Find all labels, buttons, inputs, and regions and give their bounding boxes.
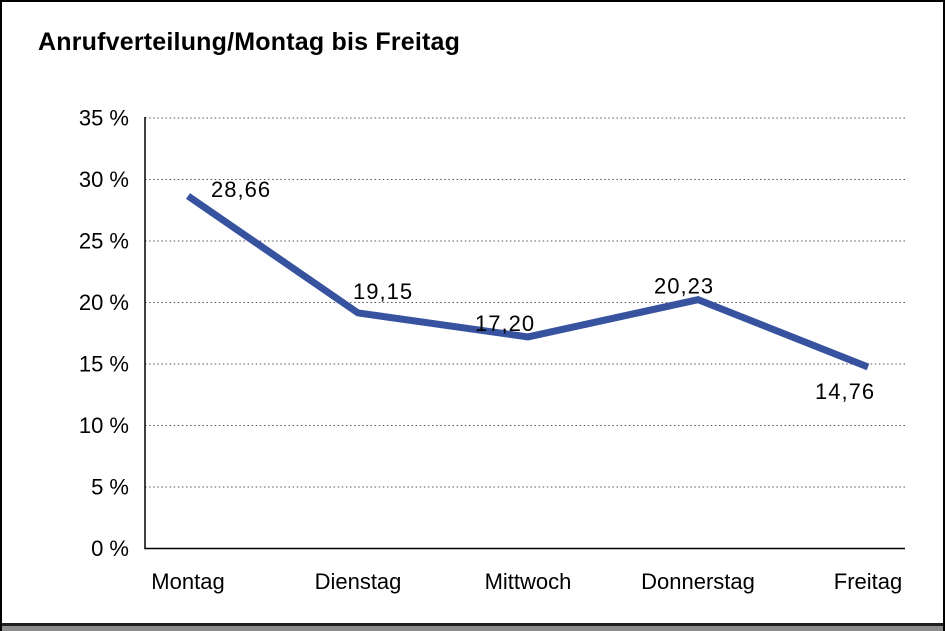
x-axis-category-label: Mittwoch	[485, 569, 572, 594]
x-axis-category-label: Freitag	[834, 569, 902, 594]
chart-title: Anrufverteilung/Montag bis Freitag	[38, 28, 461, 56]
bottom-border-shadow	[2, 626, 943, 631]
y-axis-tick-label: 15 %	[79, 352, 129, 377]
y-axis-tick-label: 30 %	[79, 167, 129, 192]
data-point-label: 20,23	[654, 274, 714, 299]
data-point-label: 17,20	[475, 311, 535, 336]
y-axis-tick-label: 5 %	[91, 475, 129, 500]
data-point-label: 28,66	[211, 177, 271, 202]
data-point-label: 19,15	[353, 279, 413, 304]
x-axis-category-label: Montag	[151, 569, 224, 594]
x-axis-category-label: Donnerstag	[641, 569, 755, 594]
bottom-border-dark	[2, 623, 943, 626]
y-axis-tick-label: 20 %	[79, 290, 129, 315]
y-axis-tick-label: 25 %	[79, 229, 129, 254]
y-axis-tick-label: 0 %	[91, 536, 129, 561]
data-point-label: 14,76	[815, 379, 875, 404]
data-line	[186, 193, 870, 371]
x-axis-category-label: Dienstag	[315, 569, 402, 594]
y-axis-tick-label: 10 %	[79, 413, 129, 438]
y-axis-tick-label: 35 %	[79, 106, 129, 131]
